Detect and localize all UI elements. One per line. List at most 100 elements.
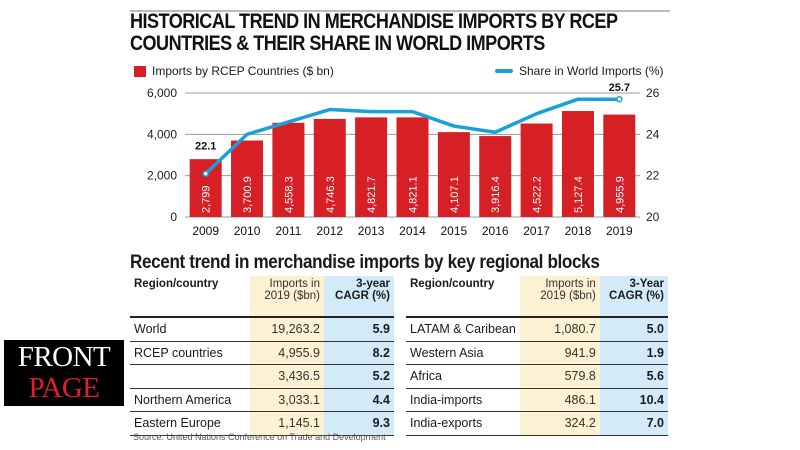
cell-region: India-imports — [406, 388, 520, 412]
year-label: 2011 — [276, 224, 302, 238]
cell-region — [130, 364, 250, 389]
legend-bar: Imports by RCEP Countries ($ bn) — [134, 64, 334, 78]
bar-value-label: 3,916.4 — [490, 176, 502, 213]
header-region: Region/country — [130, 276, 250, 318]
title-line-1: HISTORICAL TREND IN MERCHANDISE IMPORTS … — [130, 10, 618, 33]
cell-cagr: 5.2 — [324, 364, 394, 389]
bar-2010 — [231, 140, 264, 217]
bar-value-label: 4,522.2 — [532, 176, 544, 213]
share-line — [204, 97, 620, 175]
legend-line: Share in World Imports (%) — [495, 64, 664, 78]
left-tick-label: 2,000 — [147, 169, 177, 183]
table-row: Eastern Europe 1,145.1 9.3 — [130, 411, 394, 436]
cell-region: Western Asia — [406, 341, 520, 365]
cell-imports: 3,436.5 — [250, 364, 324, 389]
bar-2016 — [479, 136, 512, 217]
bar-2019 — [603, 114, 636, 217]
left-tick-label: 6,000 — [147, 86, 177, 100]
legend-line-swatch — [495, 69, 513, 73]
table-row: RCEP countries 4,955.9 8.2 — [130, 341, 394, 365]
bar-value-label: 4,558.3 — [283, 176, 295, 213]
year-label: 2014 — [399, 224, 426, 238]
cell-region: RCEP countries — [130, 341, 250, 365]
cell-imports: 941.9 — [519, 341, 600, 365]
right-tick-label: 22 — [646, 169, 660, 183]
year-label: 2017 — [523, 224, 550, 238]
cell-cagr: 8.2 — [324, 341, 394, 365]
cell-cagr: 5.0 — [599, 317, 668, 342]
source-note: Source: United Nations Conference on Tra… — [133, 432, 386, 442]
cell-imports: 4,955.9 — [250, 341, 324, 365]
left-tick-label: 0 — [170, 210, 177, 224]
share-point — [202, 170, 209, 177]
year-label: 2016 — [482, 224, 509, 238]
bar-value-label: 2,799 — [201, 185, 213, 213]
cell-cagr: 5.9 — [324, 317, 394, 342]
logo-page: PAGE — [28, 372, 100, 404]
cell-imports: 579.8 — [519, 364, 600, 389]
bar-value-label: 4,821.7 — [366, 176, 378, 213]
bar-2011 — [272, 122, 305, 217]
cell-region: Northern America — [130, 388, 250, 412]
cell-imports: 486.1 — [519, 388, 600, 412]
header-cagr: 3-year CAGR (%) — [324, 276, 394, 318]
top-rule — [130, 10, 670, 12]
table-row: India-exports 324.2 7.0 — [406, 411, 668, 436]
share-annotation: 22.1 — [195, 141, 216, 153]
year-label: 2012 — [316, 224, 343, 238]
year-label: 2010 — [234, 224, 261, 238]
header-imports: Imports in 2019 ($bn) — [250, 276, 324, 318]
bar-2013 — [355, 117, 388, 217]
header-imports: Imports in 2019 ($bn) — [519, 276, 600, 318]
bar-value-label: 3,700.9 — [242, 176, 254, 213]
frontpage-logo: FRONT PAGE — [4, 340, 124, 406]
year-label: 2009 — [192, 224, 219, 238]
cell-cagr: 7.0 — [599, 411, 668, 436]
chart-title: HISTORICAL TREND IN MERCHANDISE IMPORTS … — [130, 10, 618, 55]
legend-bar-label: Imports by RCEP Countries ($ bn) — [152, 64, 334, 78]
cell-imports: 1,080.7 — [519, 317, 600, 342]
table-row: 3,436.5 5.2 — [130, 364, 394, 389]
logo-front: FRONT — [17, 341, 111, 373]
cell-region: World — [130, 317, 250, 342]
year-label: 2013 — [358, 224, 385, 238]
table-row: Northern America 3,033.1 4.4 — [130, 388, 394, 412]
bar-2009 — [189, 159, 222, 217]
bar-2014 — [396, 117, 429, 217]
year-label: 2019 — [606, 224, 633, 238]
table-row: World 19,263.2 5.9 — [130, 317, 394, 342]
right-tick-label: 20 — [646, 210, 660, 224]
share-annotation: 25.7 — [609, 82, 630, 94]
header-cagr: 3-Year CAGR (%) — [599, 276, 668, 318]
cell-cagr: 9.3 — [324, 411, 394, 436]
right-tick-label: 24 — [646, 127, 660, 141]
cell-region: India-exports — [406, 411, 520, 436]
bar-2012 — [313, 118, 346, 217]
bar-2015 — [437, 132, 470, 217]
cell-imports: 1,145.1 — [250, 411, 324, 436]
header-region: Region/country — [406, 276, 520, 318]
cell-imports: 3,033.1 — [250, 388, 324, 412]
bar-value-label: 4,821.1 — [408, 176, 420, 213]
cell-cagr: 4.4 — [324, 388, 394, 412]
table-row: India-imports 486.1 10.4 — [406, 388, 668, 412]
cell-cagr: 5.6 — [599, 364, 668, 389]
table-right: Region/country Imports in 2019 ($bn) 3-Ye… — [406, 276, 668, 436]
cell-cagr: 10.4 — [599, 388, 668, 412]
cell-region: Africa — [406, 364, 520, 389]
bar-value-label: 4,107.1 — [449, 176, 461, 213]
table-title: Recent trend in merchandise imports by k… — [130, 252, 600, 273]
cell-imports: 19,263.2 — [250, 317, 324, 342]
cell-cagr: 1.9 — [599, 341, 668, 365]
cell-imports: 324.2 — [519, 411, 600, 436]
share-point — [616, 95, 623, 103]
cell-region: Eastern Europe — [130, 411, 250, 436]
bar-value-label: 4,955.9 — [614, 176, 626, 213]
right-tick-label: 26 — [646, 86, 660, 100]
left-tick-label: 4,000 — [147, 127, 177, 141]
bar-value-label: 4,746.3 — [325, 176, 337, 213]
cell-region: LATAM & Caribean — [406, 317, 520, 342]
bar-value-label: 5,127.4 — [573, 176, 585, 213]
legend-bar-swatch — [134, 65, 146, 77]
table-left: Region/country Imports in 2019 ($bn) 3-ye… — [130, 276, 394, 436]
